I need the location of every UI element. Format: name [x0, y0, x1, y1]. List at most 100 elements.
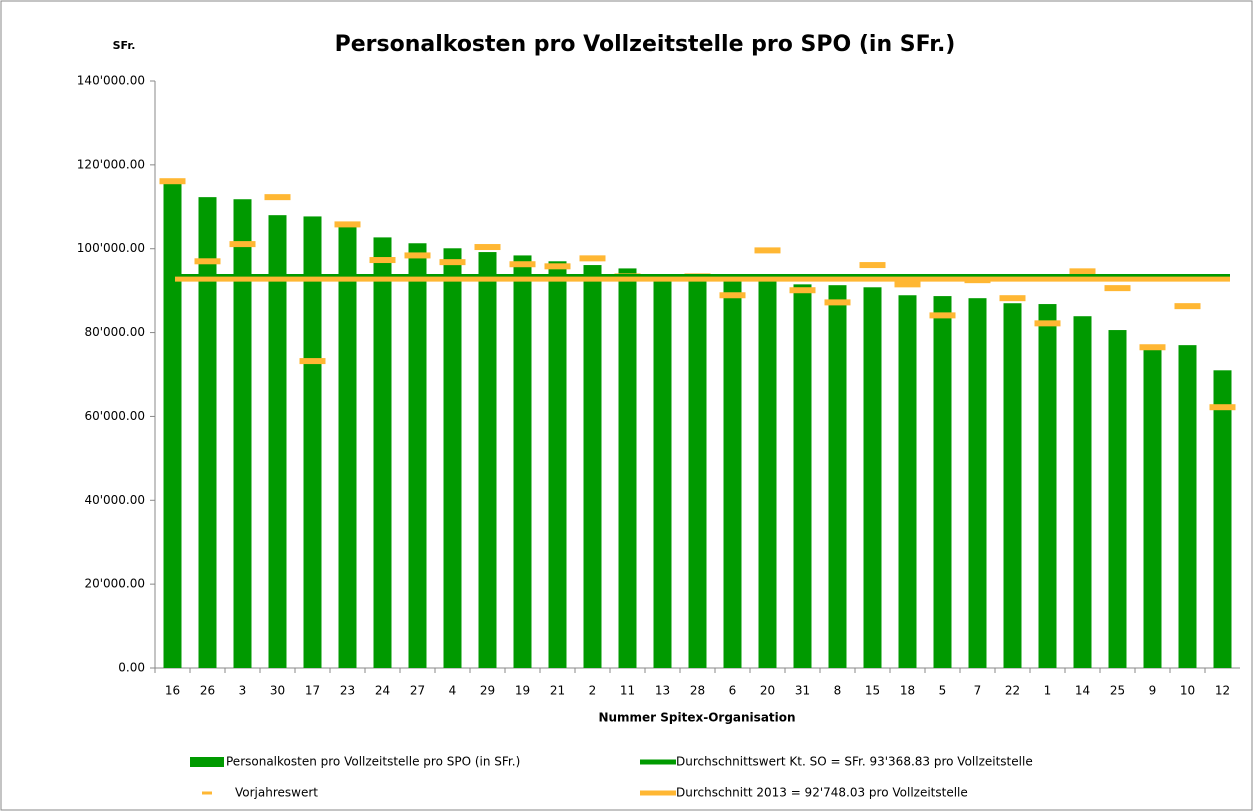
x-tick-label: 5 — [939, 684, 947, 698]
bar — [583, 265, 602, 668]
x-tick-label: 20 — [760, 684, 775, 698]
bar — [863, 287, 882, 668]
bar — [268, 215, 287, 668]
x-tick-label: 19 — [515, 684, 530, 698]
bar — [373, 237, 392, 669]
bar — [618, 268, 637, 668]
bar — [688, 276, 707, 668]
previous-year-dash — [1209, 404, 1236, 411]
previous-year-dash — [229, 241, 256, 248]
x-tick-label: 17 — [305, 684, 320, 698]
bar — [408, 243, 427, 669]
bar — [828, 285, 847, 668]
legend-label: Durchschnitt 2013 = 92'748.03 pro Vollze… — [676, 786, 968, 800]
bar — [233, 199, 252, 668]
legend-label: Personalkosten pro Vollzeitstelle pro SP… — [226, 755, 520, 769]
bar — [933, 296, 952, 668]
previous-year-dash — [264, 194, 291, 201]
bar — [1143, 345, 1162, 668]
bar — [653, 276, 672, 668]
previous-year-dash — [404, 252, 431, 259]
x-tick-label: 10 — [1180, 684, 1195, 698]
y-tick-label: 80'000.00 — [84, 325, 145, 339]
x-tick-label: 14 — [1075, 684, 1090, 698]
previous-year-dash — [474, 244, 501, 251]
bar — [1003, 303, 1022, 668]
x-tick-label: 12 — [1215, 684, 1230, 698]
legend-swatch — [640, 759, 676, 765]
previous-year-dash — [999, 295, 1026, 302]
previous-year-dash — [579, 255, 606, 262]
x-tick-label: 26 — [200, 684, 215, 698]
previous-year-dash — [159, 178, 186, 185]
previous-year-dash — [1104, 285, 1131, 292]
previous-year-dash — [299, 358, 326, 365]
previous-year-dash — [1034, 320, 1061, 327]
bar — [1073, 316, 1092, 668]
previous-year-dash — [334, 221, 361, 228]
bar — [548, 261, 567, 668]
previous-year-dash — [754, 247, 781, 254]
bar — [1038, 304, 1057, 668]
legend-swatch — [202, 791, 212, 795]
x-tick-label: 3 — [239, 684, 247, 698]
bar — [968, 298, 987, 668]
previous-year-dash — [439, 259, 466, 266]
x-tick-label: 24 — [375, 684, 390, 698]
bar — [758, 281, 777, 668]
previous-year-dash — [509, 261, 536, 268]
legend-label: Vorjahreswert — [235, 786, 318, 800]
x-tick-label: 21 — [550, 684, 565, 698]
x-tick-label: 11 — [620, 684, 635, 698]
bar — [1213, 370, 1232, 668]
x-tick-label: 8 — [834, 684, 842, 698]
x-tick-label: 18 — [900, 684, 915, 698]
bar — [338, 225, 357, 668]
legend-swatch — [640, 790, 676, 796]
bar — [478, 252, 497, 668]
bar — [793, 284, 812, 668]
bar — [513, 255, 532, 668]
previous-year-dash — [824, 299, 851, 306]
bar — [723, 280, 742, 668]
previous-year-dash — [859, 262, 886, 269]
x-tick-label: 13 — [655, 684, 670, 698]
bar — [163, 182, 182, 668]
x-tick-label: 30 — [270, 684, 285, 698]
y-tick-label: 100'000.00 — [77, 241, 145, 255]
x-tick-label: 25 — [1110, 684, 1125, 698]
x-axis-label: Nummer Spitex-Organisation — [598, 711, 795, 725]
x-tick-label: 6 — [729, 684, 737, 698]
legend-swatch — [190, 757, 224, 767]
previous-year-dash — [369, 257, 396, 264]
y-axis-label: SFr. — [113, 39, 136, 52]
bar — [198, 197, 217, 668]
chart-title: Personalkosten pro Vollzeitstelle pro SP… — [335, 32, 956, 57]
bar — [443, 248, 462, 669]
bar — [1108, 330, 1127, 668]
y-tick-label: 0.00 — [118, 661, 145, 675]
x-tick-label: 2 — [589, 684, 597, 698]
x-tick-label: 27 — [410, 684, 425, 698]
previous-year-dash — [929, 312, 956, 319]
previous-year-dash — [1139, 344, 1166, 351]
previous-year-dash — [789, 287, 816, 294]
y-tick-label: 60'000.00 — [84, 409, 145, 423]
legend-label: Durchschnittswert Kt. SO = SFr. 93'368.8… — [676, 755, 1033, 769]
x-tick-label: 29 — [480, 684, 495, 698]
y-tick-label: 120'000.00 — [77, 157, 145, 171]
x-tick-label: 4 — [449, 684, 457, 698]
x-tick-label: 7 — [974, 684, 982, 698]
x-tick-label: 16 — [165, 684, 180, 698]
x-tick-label: 1 — [1044, 684, 1052, 698]
y-tick-label: 140'000.00 — [77, 74, 145, 88]
bar — [898, 295, 917, 668]
x-tick-label: 22 — [1005, 684, 1020, 698]
y-tick-label: 20'000.00 — [84, 577, 145, 591]
x-tick-label: 9 — [1149, 684, 1157, 698]
previous-year-dash — [894, 281, 921, 288]
previous-year-dash — [194, 258, 221, 265]
x-tick-label: 28 — [690, 684, 705, 698]
previous-year-dash — [719, 292, 746, 299]
